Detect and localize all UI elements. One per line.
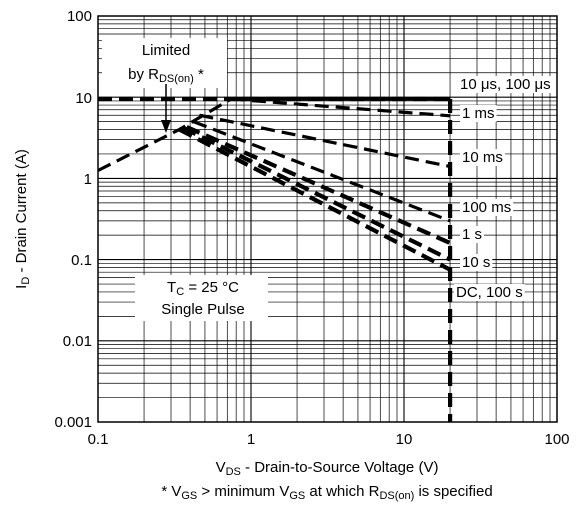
footnote: * VGS > minimum VGS at which RDS(on) is … [161, 483, 492, 502]
x-axis-label: VDS - Drain-to-Source Voltage (V) [216, 459, 439, 478]
series-label-10-ms: 10 ms [462, 149, 503, 166]
series-label-100-ms: 100 ms [462, 199, 511, 216]
y-tick-100: 100 [67, 8, 92, 25]
series-line-10-ms [199, 113, 451, 169]
series-line-1-s [185, 125, 451, 245]
limited-annotation-line2: by RDS(on) * [128, 66, 204, 85]
series-lines [97, 96, 453, 422]
y-axis-label: ID - Drain Current (A) [13, 149, 32, 289]
limited-annotation-line1: Limited [142, 42, 190, 59]
series-label-1-ms: 1 ms [462, 105, 495, 122]
x-tick-100: 100 [544, 431, 569, 448]
y-tick-10: 10 [75, 90, 92, 107]
y-tick-0.01: 0.01 [63, 333, 92, 350]
y-tick-1: 1 [84, 171, 92, 188]
plot-frame [97, 15, 558, 423]
x-tick-1: 1 [247, 431, 255, 448]
series-label-bg [460, 105, 497, 122]
series-label-1-s: 1 s [462, 226, 482, 243]
pulse-annotation: Single Pulse [161, 301, 244, 318]
series-labels: 10 μs, 100 μs 1 ms 10 ms 100 ms 1 s 10 s DC, 1… [454, 76, 553, 301]
series-label-bg [454, 284, 525, 301]
x-tick-0.1: 0.1 [88, 431, 109, 448]
conditions-annotation-bg [135, 275, 268, 321]
series-line-dc-100-s [178, 127, 452, 272]
y-tick-0.001: 0.001 [54, 414, 92, 431]
series-line-1-ms [230, 97, 451, 118]
limited-arrow-head [161, 120, 171, 133]
series-label-bg [458, 76, 553, 93]
series-label-bg [460, 226, 485, 243]
series-label-10-s-100-s: 10 μs, 100 μs [460, 76, 551, 93]
series-label-bg [460, 254, 493, 271]
series-line-10-s [182, 125, 452, 262]
series-label-bg [460, 199, 514, 216]
limited-annotation-bg [102, 38, 227, 88]
series-label-bg [460, 149, 505, 166]
series-label-dc-100-s: DC, 100 s [456, 284, 523, 301]
tc-annotation: TC = 25 °C [167, 279, 239, 298]
y-tick-0.1: 0.1 [71, 252, 92, 269]
series-label-10-s: 10 s [462, 254, 490, 271]
series-line-100-ms [192, 120, 451, 223]
x-tick-10: 10 [396, 431, 413, 448]
